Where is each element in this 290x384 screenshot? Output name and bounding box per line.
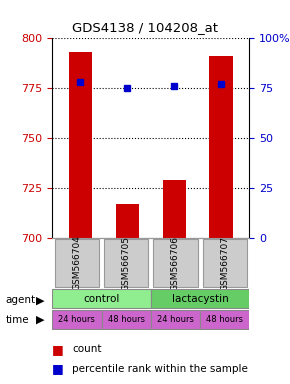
Text: percentile rank within the sample: percentile rank within the sample — [72, 364, 248, 374]
Text: time: time — [6, 315, 29, 325]
FancyBboxPatch shape — [153, 239, 198, 287]
Text: 24 hours: 24 hours — [157, 315, 194, 324]
Bar — [116, 204, 139, 238]
Bar — [69, 52, 92, 238]
Text: GSM566704: GSM566704 — [72, 236, 81, 290]
Text: count: count — [72, 344, 102, 354]
Text: 48 hours: 48 hours — [206, 315, 243, 324]
Text: control: control — [83, 293, 120, 304]
FancyBboxPatch shape — [151, 310, 200, 329]
Text: 48 hours: 48 hours — [108, 315, 145, 324]
Text: lactacystin: lactacystin — [172, 293, 229, 304]
Text: 24 hours: 24 hours — [58, 315, 95, 324]
FancyBboxPatch shape — [202, 239, 247, 287]
FancyBboxPatch shape — [200, 310, 249, 329]
Bar — [209, 56, 233, 238]
FancyBboxPatch shape — [102, 310, 151, 329]
FancyBboxPatch shape — [52, 310, 102, 329]
Text: GSM566705: GSM566705 — [122, 235, 131, 291]
Text: agent: agent — [6, 295, 36, 305]
FancyBboxPatch shape — [104, 239, 148, 287]
Text: ▶: ▶ — [37, 315, 45, 325]
Text: ■: ■ — [52, 343, 64, 356]
Text: GSM566706: GSM566706 — [171, 235, 180, 291]
Text: ■: ■ — [52, 362, 64, 375]
FancyBboxPatch shape — [151, 289, 249, 308]
FancyBboxPatch shape — [55, 239, 99, 287]
Bar — [162, 180, 186, 238]
Text: ▶: ▶ — [37, 295, 45, 305]
Text: GSM566707: GSM566707 — [220, 235, 229, 291]
FancyBboxPatch shape — [52, 289, 151, 308]
Text: GDS4138 / 104208_at: GDS4138 / 104208_at — [72, 21, 218, 34]
